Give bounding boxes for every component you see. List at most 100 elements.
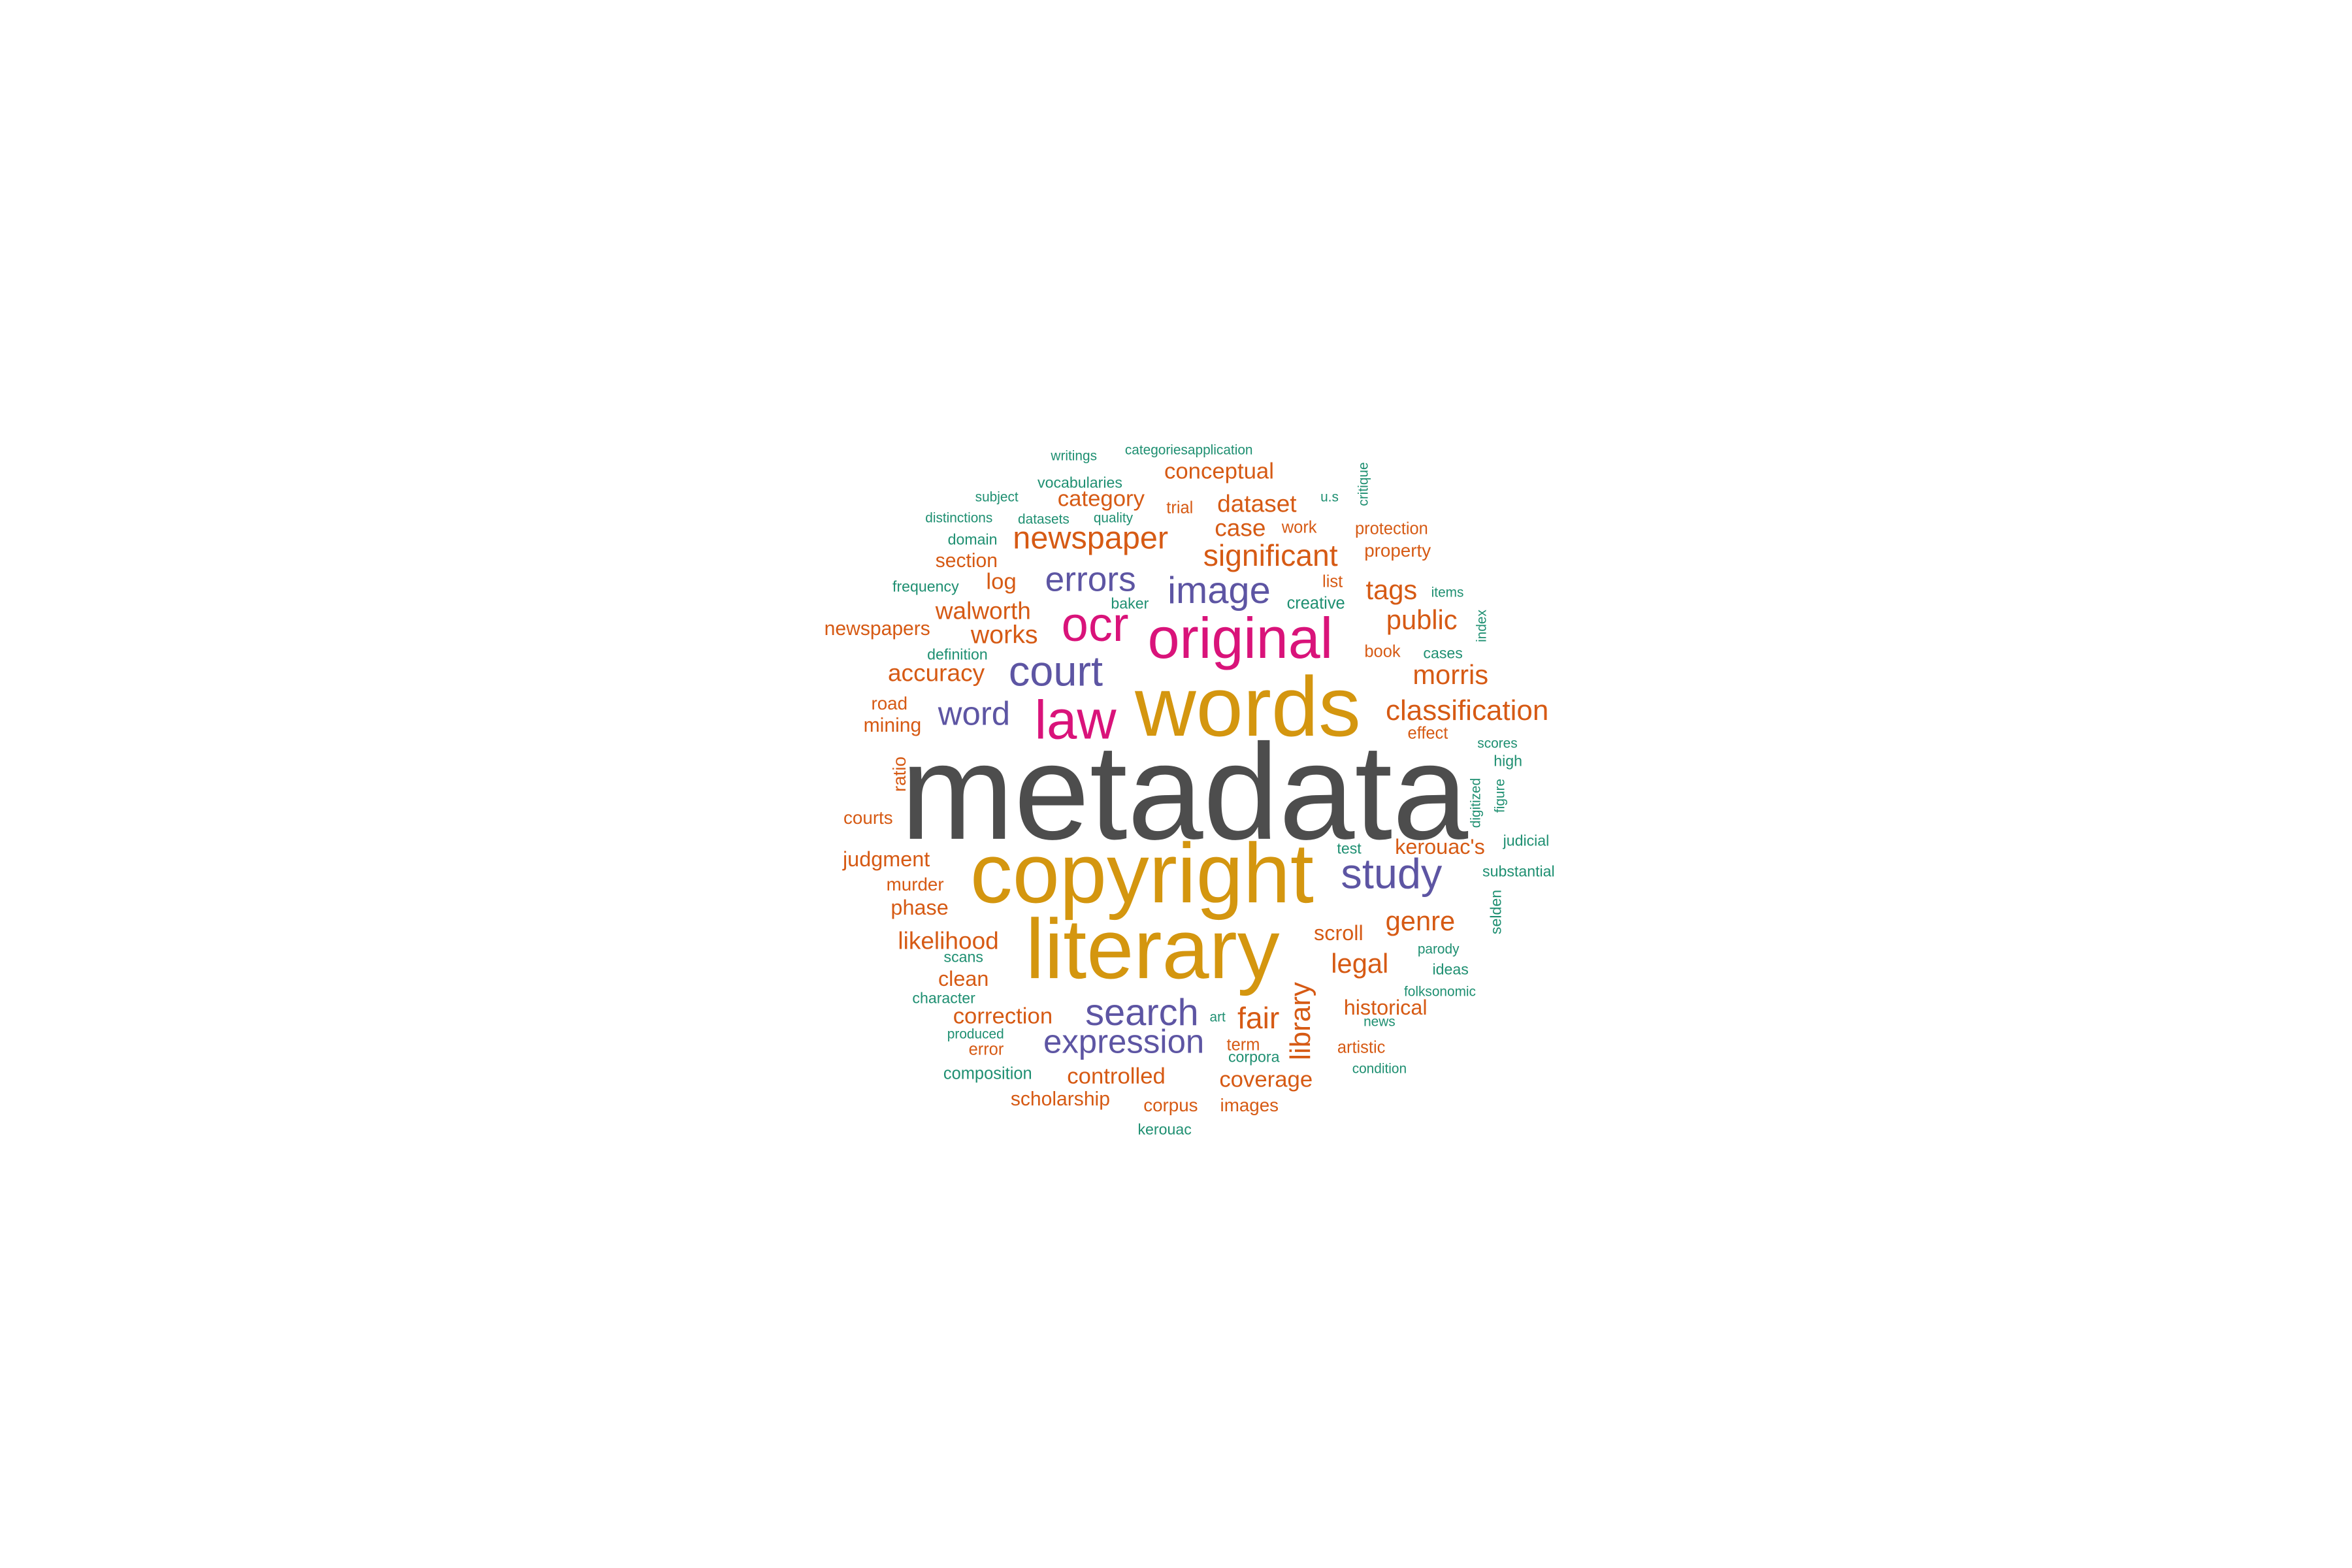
cloud-word: genre	[1385, 906, 1456, 937]
cloud-word: section	[935, 549, 998, 572]
cloud-word: error	[968, 1039, 1004, 1058]
cloud-word: character	[912, 989, 975, 1007]
cloud-word: clean	[938, 966, 989, 990]
cloud-word: works	[970, 620, 1038, 649]
cloud-word: images	[1220, 1095, 1279, 1116]
cloud-word: definition	[927, 645, 988, 663]
cloud-word: domain	[947, 531, 998, 548]
cloud-word: parody	[1417, 941, 1460, 957]
cloud-word: ratio	[889, 757, 910, 792]
cloud-word: art	[1209, 1009, 1226, 1025]
cloud-word: log	[986, 569, 1017, 595]
cloud-word: selden	[1487, 889, 1505, 935]
cloud-word: categoriesapplication	[1124, 442, 1253, 458]
cloud-word: controlled	[1067, 1064, 1166, 1089]
cloud-word: case	[1215, 514, 1266, 542]
cloud-word: scholarship	[1010, 1088, 1110, 1111]
cloud-word: list	[1322, 572, 1343, 591]
cloud-word: term	[1226, 1036, 1260, 1054]
cloud-word: kerouac	[1137, 1120, 1192, 1138]
cloud-word: public	[1386, 604, 1458, 636]
cloud-word: legal	[1331, 947, 1389, 979]
cloud-word: coverage	[1219, 1067, 1313, 1092]
cloud-word: creative	[1286, 593, 1345, 612]
cloud-word: tags	[1365, 574, 1418, 606]
cloud-word: quality	[1093, 510, 1134, 526]
cloud-word: baker	[1111, 595, 1149, 612]
cloud-word: ocr	[1061, 597, 1129, 652]
cloud-word: newspapers	[824, 618, 930, 640]
cloud-word: critique	[1356, 462, 1371, 506]
cloud-word: items	[1431, 585, 1464, 600]
cloud-word: subject	[975, 489, 1019, 505]
cloud-word: artistic	[1337, 1038, 1386, 1057]
cloud-word: metadata	[900, 715, 1469, 868]
cloud-word: trial	[1166, 498, 1194, 517]
cloud-word: composition	[943, 1064, 1032, 1083]
cloud-word: newspaper	[1013, 520, 1169, 556]
cloud-word: dataset	[1217, 489, 1297, 517]
cloud-word: morris	[1413, 659, 1489, 690]
cloud-word: literary	[1025, 902, 1280, 997]
cloud-word: property	[1364, 540, 1431, 561]
cloud-word: protection	[1355, 519, 1428, 538]
cloud-word: search	[1085, 992, 1199, 1034]
cloud-word: likelihood	[898, 926, 999, 955]
cloud-word: judicial	[1503, 832, 1550, 849]
cloud-word: figure	[1492, 778, 1508, 813]
cloud-word: kerouac's	[1395, 835, 1485, 859]
cloud-word: effect	[1407, 724, 1448, 743]
cloud-word: mining	[863, 715, 922, 737]
cloud-word: study	[1341, 849, 1443, 898]
cloud-word: image	[1168, 570, 1271, 612]
cloud-word: index	[1474, 610, 1490, 643]
cloud-word: folksonomic	[1404, 984, 1476, 1000]
cloud-word: accuracy	[887, 659, 985, 687]
cloud-word: condition	[1352, 1061, 1407, 1077]
cloud-word: scores	[1477, 736, 1518, 751]
cloud-word: law	[1034, 689, 1117, 751]
cloud-word: significant	[1203, 538, 1338, 572]
cloud-word: corpora	[1228, 1048, 1280, 1066]
cloud-word: judgment	[842, 847, 930, 871]
cloud-word: digitized	[1468, 778, 1484, 828]
cloud-word: cases	[1423, 644, 1463, 662]
cloud-word: news	[1364, 1014, 1396, 1030]
cloud-word: fair	[1237, 1000, 1280, 1035]
cloud-word: corpus	[1143, 1095, 1198, 1116]
cloud-word: classification	[1386, 694, 1549, 727]
cloud-word: courts	[843, 808, 893, 828]
cloud-word: substantial	[1482, 862, 1555, 879]
cloud-word: road	[871, 693, 908, 713]
cloud-word: original	[1147, 605, 1333, 670]
cloud-word: phase	[890, 895, 949, 919]
cloud-word: historical	[1343, 995, 1428, 1019]
cloud-word: category	[1057, 486, 1145, 512]
cloud-word: expression	[1043, 1022, 1205, 1060]
cloud-word: book	[1364, 642, 1401, 661]
cloud-word: scans	[943, 948, 983, 966]
cloud-word: conceptual	[1164, 459, 1274, 484]
cloud-word: u.s	[1320, 489, 1339, 505]
cloud-word: produced	[947, 1026, 1004, 1042]
cloud-word: word	[938, 694, 1011, 732]
cloud-word: frequency	[892, 578, 959, 595]
cloud-word: distinctions	[925, 510, 993, 526]
cloud-word: correction	[953, 1004, 1053, 1029]
cloud-word: writings	[1051, 448, 1098, 464]
cloud-word: vocabularies	[1037, 473, 1122, 491]
cloud-word: high	[1494, 751, 1523, 769]
cloud-word: ideas	[1432, 960, 1469, 978]
cloud-word: work	[1281, 518, 1317, 537]
cloud-word: datasets	[1018, 512, 1070, 527]
cloud-word: court	[1008, 647, 1103, 695]
cloud-word: walworth	[935, 596, 1031, 625]
cloud-word: copyright	[970, 826, 1314, 921]
cloud-word: library	[1284, 981, 1316, 1060]
cloud-word: words	[1135, 660, 1361, 755]
cloud-word: scroll	[1314, 921, 1364, 945]
cloud-word: test	[1337, 840, 1362, 857]
cloud-word: errors	[1045, 560, 1136, 599]
cloud-word: murder	[886, 874, 944, 895]
